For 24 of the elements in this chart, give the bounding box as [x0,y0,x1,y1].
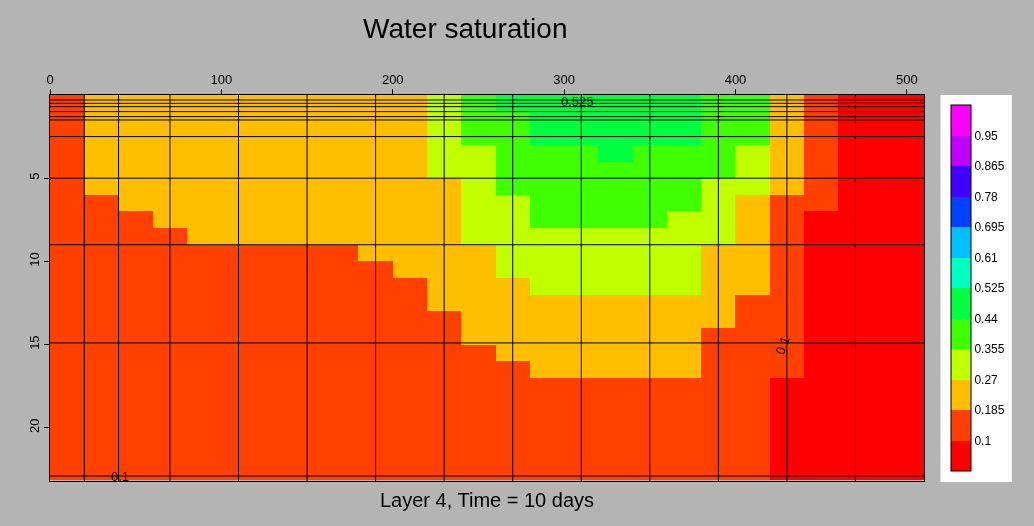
color-bar-label: 0.355 [974,342,1005,357]
x-tick-label: 500 [896,71,918,87]
x-tick-label: 200 [381,71,404,87]
y-tick-label: 5 [26,172,42,180]
y-tick-label: 15 [26,335,42,350]
chart-title: Water saturation [363,13,568,45]
y-tick-label: 20 [26,418,42,434]
x-tick-label: 400 [724,71,747,87]
color-bar-label: 0.95 [974,128,999,143]
color-bar-label: 0.44 [974,311,999,326]
color-bar-label: 0.695 [974,220,1005,235]
color-bar-label: 0.61 [974,250,999,265]
annotation: 0.1 [772,334,793,357]
x-tick-label: 100 [210,71,233,87]
color-bar-label: 0.185 [974,403,1005,418]
color-bar-label: 0.865 [974,159,1005,174]
color-bar-label: 0.1 [974,433,992,448]
y-tick-label: 10 [26,252,42,267]
x-tick-label: 0 [46,71,54,87]
x-tick-label: 300 [553,71,575,87]
color-bar-label: 0.525 [974,281,1005,296]
x-axis-title: Layer 4, Time = 10 days [380,489,595,511]
color-bar-label: 0.27 [974,372,999,387]
color-bar-label: 0.78 [974,189,999,204]
